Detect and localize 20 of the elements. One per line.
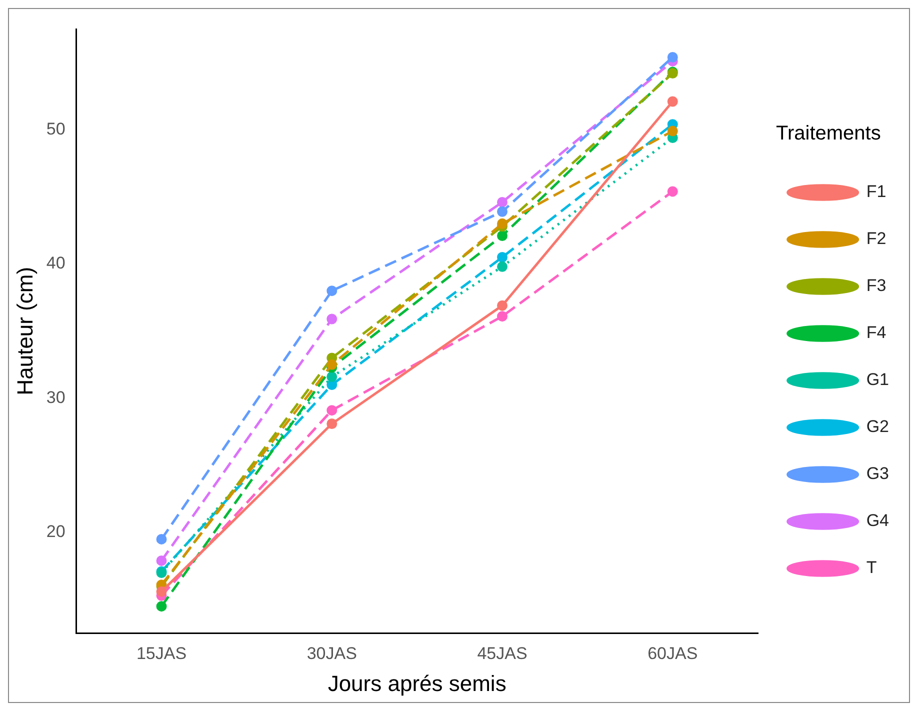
y-tick-label: 40 <box>46 254 66 273</box>
x-tick-label: 30JAS <box>306 644 357 664</box>
x-tick-label: 15JAS <box>136 644 187 664</box>
y-axis-title: Hauteur (cm) <box>12 266 38 396</box>
legend-title: Traitements <box>776 122 881 145</box>
x-axis-title: Jours aprés semis <box>328 670 506 696</box>
y-tick-label: 30 <box>46 388 66 407</box>
legend-label: G4 <box>866 511 890 530</box>
legend-label: G3 <box>866 464 890 484</box>
legend-label: F1 <box>866 182 886 202</box>
legend-label: T <box>866 558 877 578</box>
legend-label: G1 <box>866 370 890 390</box>
legend-label: F3 <box>866 276 886 296</box>
legend-label: F2 <box>866 229 886 248</box>
x-tick-label: 45JAS <box>477 644 528 664</box>
legend-label: F4 <box>866 323 886 342</box>
y-tick-label: 50 <box>46 119 66 138</box>
legend-label: G2 <box>866 417 890 436</box>
x-tick-label: 60JAS <box>648 644 698 664</box>
y-tick-label: 20 <box>46 522 66 542</box>
